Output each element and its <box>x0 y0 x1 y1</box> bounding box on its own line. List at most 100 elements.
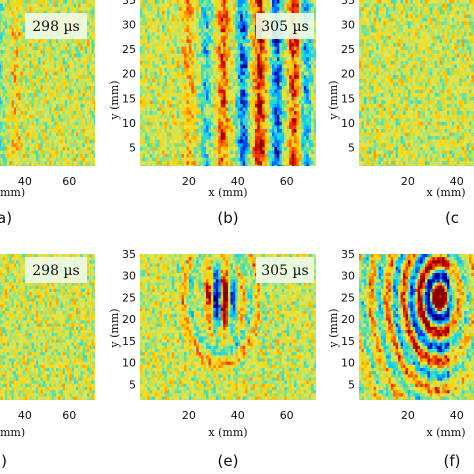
heatmap-cell <box>84 164 88 166</box>
heatmap-cell <box>152 53 156 58</box>
heatmap-b <box>140 0 316 166</box>
heatmap-cell <box>27 75 30 80</box>
heatmap-cell <box>213 25 217 30</box>
heatmap-cell <box>162 35 165 40</box>
heatmap-cell <box>69 150 72 155</box>
heatmap-cell <box>11 28 15 33</box>
heatmap-cell <box>13 93 17 98</box>
heatmap-cell <box>162 28 165 33</box>
heatmap-cell <box>24 50 28 55</box>
heatmap-cell <box>89 7 92 12</box>
heatmap-cell <box>159 60 163 65</box>
heatmap-cell <box>20 50 24 55</box>
heatmap-cell <box>142 50 146 55</box>
heatmap-cell <box>16 118 19 123</box>
heatmap-cell <box>259 68 263 73</box>
heatmap-cell <box>78 129 81 133</box>
heatmap-cell <box>201 17 204 22</box>
heatmap-cell <box>36 168 39 172</box>
heatmap-cell <box>53 154 57 159</box>
heatmap-cell <box>201 57 204 62</box>
heatmap-cell <box>18 25 21 30</box>
heatmap-cell <box>58 50 61 55</box>
heatmap-cell <box>252 46 256 51</box>
heatmap-cell <box>87 143 90 148</box>
heatmap-cell <box>62 136 66 141</box>
heatmap-cell <box>78 132 81 137</box>
heatmap-cell <box>284 57 288 62</box>
heatmap-cell <box>22 146 26 151</box>
heatmap-cell <box>93 3 95 8</box>
heatmap-cell <box>60 75 64 80</box>
heatmap-cell <box>78 118 81 123</box>
heatmap-cell <box>298 60 302 65</box>
heatmap-cell <box>11 17 15 22</box>
heatmap-cell <box>73 143 77 148</box>
heatmap-cell <box>215 57 219 62</box>
heatmap-cell <box>49 125 52 130</box>
heatmap-cell <box>38 114 41 119</box>
heatmap-cell <box>78 154 81 159</box>
heatmap-cell <box>87 64 90 69</box>
heatmap-cell <box>56 129 59 133</box>
heatmap-cell <box>31 118 35 123</box>
heatmap-cell <box>76 164 79 166</box>
heatmap-cell <box>91 64 95 69</box>
heatmap-cell <box>64 93 68 98</box>
heatmap-cell <box>188 17 192 22</box>
heatmap-cell <box>40 121 44 126</box>
heatmap-cell <box>267 50 270 55</box>
heatmap-cell <box>203 53 207 58</box>
heatmap-cell <box>69 168 72 172</box>
heatmap-cell <box>157 7 160 12</box>
heatmap-cell <box>218 60 222 65</box>
heatmap-cell <box>42 82 46 87</box>
heatmap-cell <box>42 132 46 137</box>
heatmap-cell <box>16 0 19 4</box>
heatmap-cell <box>84 107 88 112</box>
heatmap-cell <box>31 164 35 166</box>
heatmap-cell <box>184 68 187 73</box>
heatmap-cell <box>228 39 231 44</box>
heatmap-cell <box>171 10 175 15</box>
heatmap-cell <box>269 7 273 12</box>
heatmap-cell <box>82 143 86 148</box>
heatmap-cell <box>237 28 241 33</box>
heatmap-cell <box>13 50 17 55</box>
heatmap-cell <box>176 32 180 37</box>
heatmap-cell <box>84 57 88 62</box>
heatmap-cell <box>73 96 77 101</box>
heatmap-cell <box>311 10 314 15</box>
heatmap-cell <box>22 139 26 144</box>
heatmap-cell <box>4 21 8 26</box>
heatmap-cell <box>53 71 57 76</box>
heatmap-cell <box>225 32 229 37</box>
heatmap-cell <box>228 64 231 69</box>
heatmap-cell <box>313 68 316 73</box>
heatmap-cell <box>245 57 248 62</box>
heatmap-cell <box>33 139 37 144</box>
heatmap-cell <box>78 89 81 94</box>
heatmap-cell <box>149 46 153 51</box>
heatmap-cell <box>69 86 72 90</box>
heatmap-cell <box>89 82 92 87</box>
heatmap-cell <box>274 43 278 47</box>
heatmap-cell <box>247 71 251 76</box>
heatmap-cell <box>62 10 66 15</box>
heatmap-cell <box>164 7 168 12</box>
heatmap-cell <box>64 39 68 44</box>
heatmap-cell <box>33 111 37 116</box>
heatmap-cell <box>149 60 153 65</box>
heatmap-cell <box>49 129 52 133</box>
heatmap-cell <box>33 107 37 112</box>
heatmap-cell <box>186 53 190 58</box>
heatmap-cell <box>29 7 32 12</box>
heatmap-cell <box>47 136 50 141</box>
heatmap-cell <box>82 50 86 55</box>
heatmap-cell <box>4 7 8 12</box>
heatmap-cell <box>237 64 241 69</box>
heatmap-cell <box>62 86 66 90</box>
heatmap-cell <box>29 78 32 83</box>
heatmap-cell <box>80 96 84 101</box>
heatmap-cell <box>51 143 55 148</box>
